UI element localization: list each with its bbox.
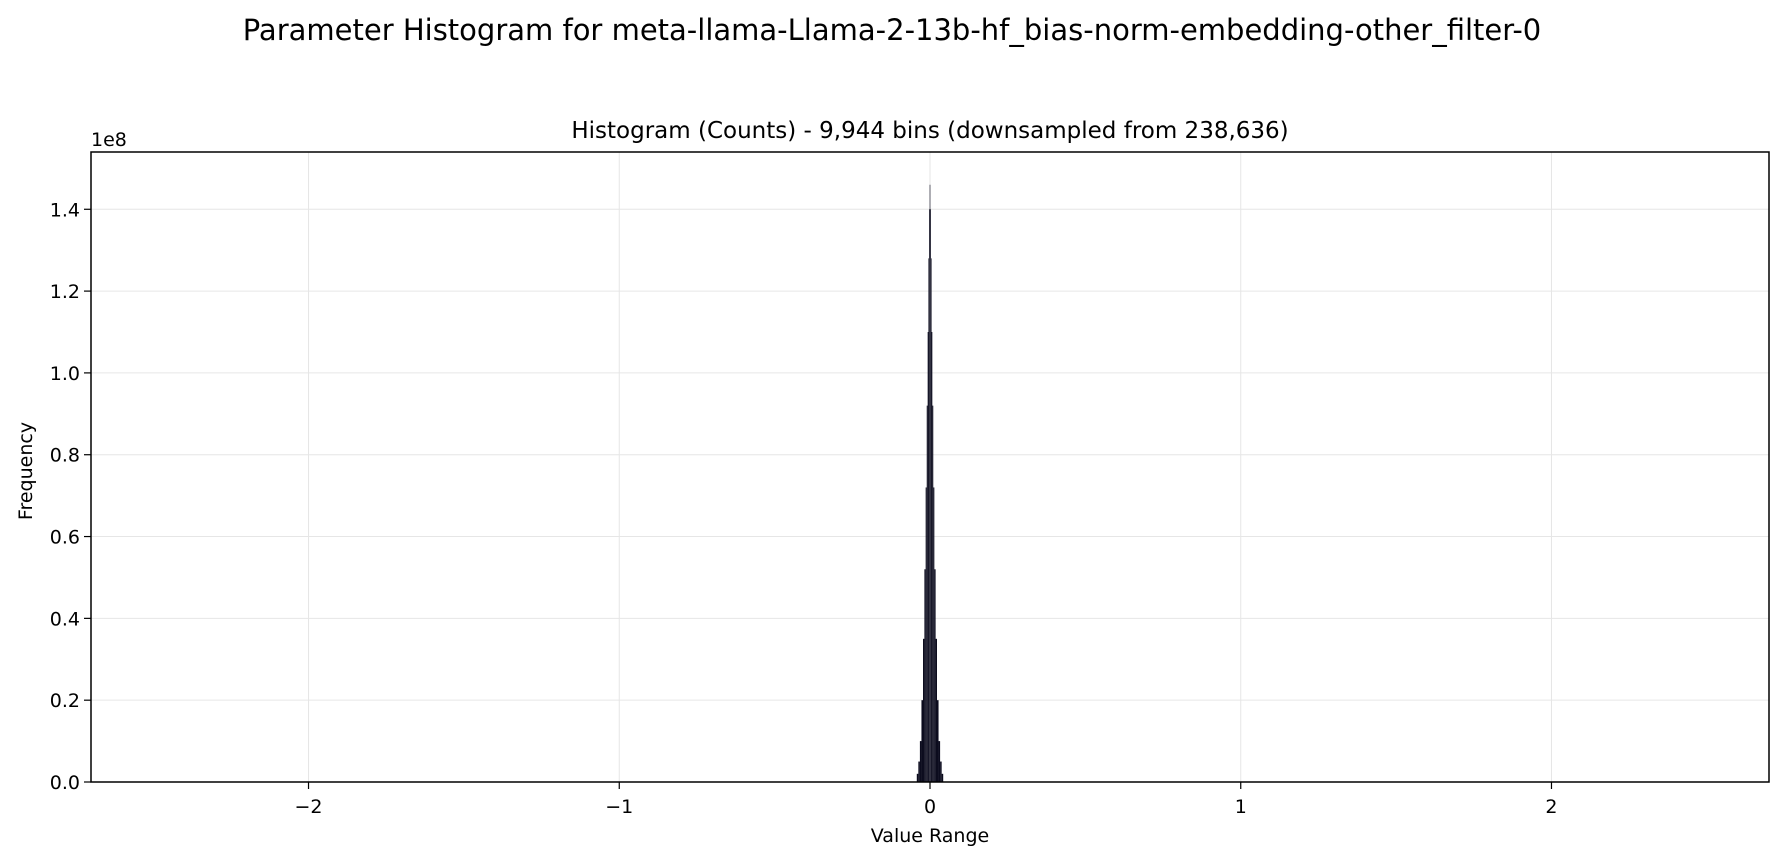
histogram-bar [929,209,930,783]
y-tick-label: 0.8 [50,445,80,467]
histogram-bar [925,487,927,782]
histogram-bar [916,773,919,782]
histogram-bar [921,700,924,782]
y-tick-label: 1.2 [50,281,80,303]
x-tick-label: −1 [605,796,633,818]
histogram-bar [930,209,931,783]
x-tick-label: −2 [295,796,323,818]
chart-title: Histogram (Counts) - 9,944 bins (downsam… [571,118,1288,144]
histogram-bar [919,741,922,782]
y-offset-label: 1e8 [91,129,127,151]
histogram-bar [941,773,944,782]
x-tick-label: 1 [1235,796,1247,818]
histogram-bar [918,761,920,782]
histogram-bar [933,487,935,782]
histogram-bar [929,184,931,782]
histogram-bar [932,405,934,782]
x-tick-label: 0 [924,796,936,818]
histogram-bar [935,638,937,782]
y-tick-label: 0.0 [50,772,80,794]
y-tick-label: 0.2 [50,690,80,712]
histogram-bar [936,700,939,782]
y-tick-label: 0.6 [50,527,80,549]
histogram-bars [916,184,944,783]
histogram-bar [924,569,926,782]
histogram-bar [931,332,933,782]
histogram-bar [923,638,925,782]
histogram-bar [940,761,942,782]
x-axis-ticks: −2 −1 0 1 2 [295,782,1558,818]
histogram-bar [934,569,936,782]
histogram-bar [930,258,932,782]
y-axis-ticks: 0.0 0.2 0.4 0.6 0.8 1.0 1.2 1.4 [50,199,91,794]
y-tick-label: 1.4 [50,199,80,221]
y-tick-label: 0.4 [50,608,80,630]
histogram-bar [927,332,929,782]
histogram-bar [926,405,928,782]
figure-title: Parameter Histogram for meta-llama-Llama… [242,13,1542,47]
y-axis-label: Frequency [15,422,37,520]
histogram-bar [938,741,941,782]
histogram-bar [928,258,930,782]
x-axis-label: Value Range [871,825,989,847]
x-tick-label: 2 [1545,796,1557,818]
y-tick-label: 1.0 [50,363,80,385]
